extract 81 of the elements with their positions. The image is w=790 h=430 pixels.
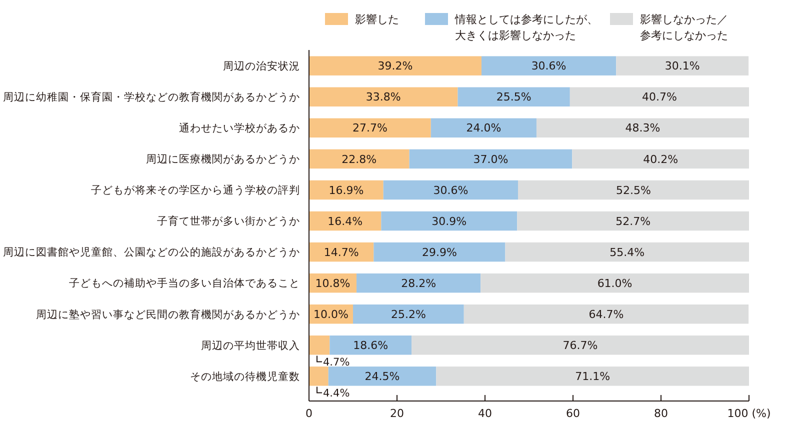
bar (309, 149, 410, 169)
legend-label: 情報としては参考にしたが、大きくは影響しなかった (454, 12, 598, 42)
data-label: 64.7% (588, 308, 624, 321)
y-tick-label: 周辺の平均世帯収入 (201, 338, 300, 352)
data-label: 22.8% (342, 152, 377, 166)
bar (381, 211, 518, 231)
y-tick-label: その地域の待機児童数 (190, 370, 300, 383)
x-tick-label: 60 (566, 407, 580, 420)
x-tick-label: 100 (%) (727, 407, 771, 420)
data-label: 30.6% (433, 184, 468, 197)
bar (616, 56, 749, 76)
data-label: 4.4% (323, 387, 350, 400)
y-tick-label: 子どもが将来その学区から通う学校の評判 (91, 184, 300, 197)
bar (572, 149, 749, 169)
data-label: 4.7% (323, 356, 350, 368)
bar (458, 87, 570, 106)
bar (309, 56, 482, 76)
bar (309, 336, 330, 355)
bar (464, 304, 749, 324)
x-tick-label: 0 (306, 407, 312, 420)
data-label: 16.4% (328, 214, 363, 228)
data-label: 61.0% (597, 276, 632, 290)
legend-label: 影響した (355, 12, 399, 26)
y-tick-label: 子どもへの補助や手当の多い自治体であること (69, 276, 300, 290)
data-label: 40.7% (642, 90, 677, 104)
data-label: 25.5% (496, 90, 532, 104)
data-label: 71.1% (575, 370, 610, 384)
data-label: 27.7% (352, 122, 388, 135)
data-label: 30.1% (664, 60, 700, 73)
bar (517, 211, 749, 231)
data-label: 55.4% (610, 246, 645, 259)
y-tick-label: 周辺の治安状況 (223, 60, 300, 73)
bar (409, 149, 572, 169)
data-label: 29.9% (422, 246, 457, 259)
bar (505, 242, 749, 262)
data-label: 14.7% (324, 246, 359, 259)
x-tick-label: 20 (390, 407, 404, 420)
bar (309, 118, 431, 138)
y-tick-label: 周辺に幼稚園・保育園・学校などの教育機関があるかどうか (3, 90, 300, 104)
bar (481, 56, 616, 76)
bar (570, 87, 749, 106)
bar (412, 336, 749, 355)
bar (374, 242, 506, 262)
data-label: 24.5% (364, 370, 400, 384)
data-label: 30.9% (432, 214, 467, 228)
bar (518, 180, 749, 200)
bar (330, 336, 412, 355)
bar (480, 273, 749, 293)
bar (353, 304, 464, 324)
legend-label: 影響しなかった／参考にしなかった (640, 12, 728, 42)
y-tick-label: 周辺に図書館や児童館、公園などの公的施設があるかどうか (3, 246, 300, 259)
bar (383, 180, 518, 200)
bar (536, 118, 749, 138)
data-label: 16.9% (328, 184, 364, 197)
x-tick-label: 80 (654, 407, 668, 420)
data-label: 10.0% (314, 308, 348, 321)
x-tick-label: 40 (478, 407, 492, 420)
data-label: 40.2% (643, 152, 678, 166)
data-label: 52.7% (616, 214, 651, 228)
data-label: 48.3% (625, 122, 660, 135)
data-label: 25.2% (390, 308, 426, 321)
bar (328, 366, 436, 386)
data-label: 24.0% (466, 122, 502, 135)
data-label: 10.8% (315, 276, 350, 290)
y-tick-label: 周辺に塾や習い事など民間の教育機関があるかどうか (36, 308, 300, 321)
bar (356, 273, 481, 293)
data-label: 18.6% (353, 338, 388, 352)
bar (309, 366, 328, 386)
y-tick-label: 通わせたい学校があるか (179, 122, 300, 135)
data-label: 37.0% (473, 152, 508, 166)
data-label: 39.2% (378, 60, 413, 73)
y-tick-label: 周辺に医療機関があるかどうか (146, 152, 300, 166)
data-label: 28.2% (401, 276, 436, 290)
data-label: 30.6% (531, 60, 566, 73)
data-label: 76.7% (562, 338, 598, 352)
bar (436, 366, 749, 386)
bar (309, 87, 458, 106)
bar (430, 118, 536, 138)
y-tick-label: 子育て世帯が多い街かどうか (157, 214, 300, 228)
data-label: 33.8% (366, 90, 401, 104)
data-label: 52.5% (616, 184, 651, 197)
